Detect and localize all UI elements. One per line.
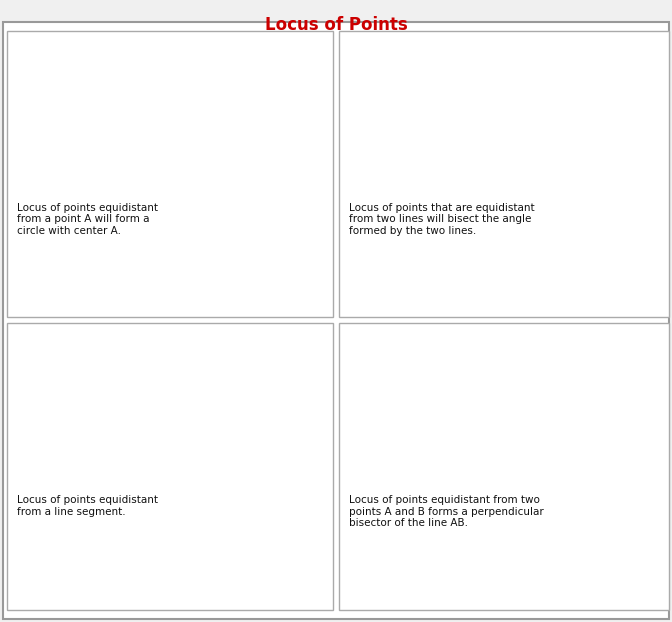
Text: I: I bbox=[554, 86, 556, 96]
Text: P: P bbox=[538, 382, 546, 392]
Text: ebook.dimowa.com: ebook.dimowa.com bbox=[445, 123, 532, 159]
Text: Locus of points equidistant from two
points A and B forms a perpendicular
bisect: Locus of points equidistant from two poi… bbox=[349, 495, 544, 528]
Text: Locus of points equidistant
from a line segment.: Locus of points equidistant from a line … bbox=[17, 495, 158, 517]
Text: ebook.dimowa.com: ebook.dimowa.com bbox=[133, 118, 219, 154]
Text: P: P bbox=[211, 44, 220, 57]
Polygon shape bbox=[442, 140, 458, 148]
Polygon shape bbox=[543, 109, 564, 118]
Text: Locus of points equidistant
from a point A will form a
circle with center A.: Locus of points equidistant from a point… bbox=[17, 203, 158, 236]
Text: A: A bbox=[447, 146, 456, 156]
Text: ebook.dimowa.com: ebook.dimowa.com bbox=[493, 383, 579, 419]
Polygon shape bbox=[482, 67, 498, 75]
Text: Locus of Points: Locus of Points bbox=[265, 16, 407, 34]
Text: P: P bbox=[431, 46, 439, 56]
Text: Locus of points that are equidistant
from two lines will bisect the angle
formed: Locus of points that are equidistant fro… bbox=[349, 203, 535, 236]
Text: B: B bbox=[496, 60, 505, 70]
Text: ebook.dimowa.com: ebook.dimowa.com bbox=[79, 427, 166, 462]
Text: P: P bbox=[229, 363, 237, 373]
Text: D: D bbox=[605, 117, 614, 127]
